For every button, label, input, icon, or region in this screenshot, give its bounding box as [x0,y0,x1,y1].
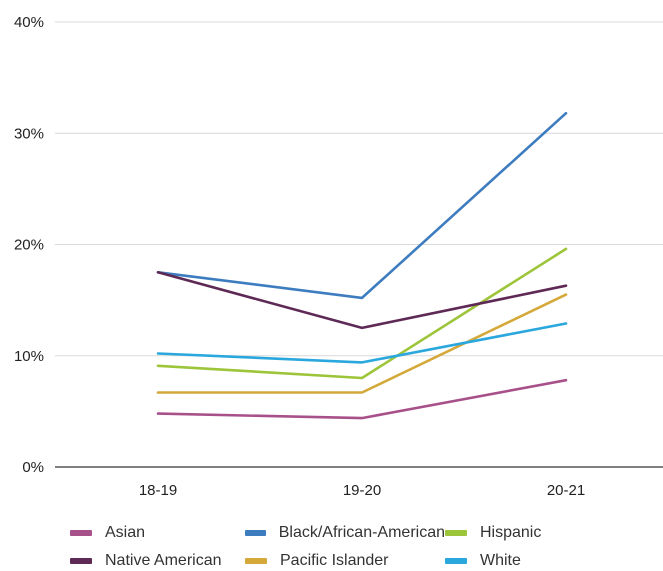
legend-item: Asian [70,523,245,543]
x-tick-label: 19-20 [343,482,381,499]
legend-item: Native American [70,551,245,571]
series-line-asian [156,378,568,420]
legend-label: Native American [105,552,222,569]
legend-item: White [445,551,645,571]
y-tick-label: 20% [14,237,44,254]
legend-label: Asian [105,524,146,541]
series-line-pacific-islander [156,293,568,394]
legend-swatch [445,558,467,564]
legend-swatch [245,530,266,536]
legend-item: Hispanic [445,523,645,543]
legend-label: Hispanic [480,524,542,541]
series-line-black-african-american [156,111,568,300]
axes: 0% 10% 20% 30% 40% 18-19 19-20 20-21 [14,14,663,499]
legend-item: Pacific Islander [245,551,445,571]
y-tick-label: 10% [14,348,44,365]
gridlines [55,21,663,357]
y-tick-label: 40% [14,14,44,31]
legend-label: Pacific Islander [280,552,389,569]
series-line-hispanic [156,247,568,380]
x-tick-label: 18-19 [139,482,177,499]
legend-swatch [245,558,267,564]
legend-swatch [445,530,467,536]
series-lines [156,111,568,420]
line-chart: 0% 10% 20% 30% 40% 18-19 19-20 20-21 [14,14,663,499]
legend: Asian Black/African-American Hispanic Nativ… [70,523,660,571]
series-line-white [156,322,568,364]
legend-label: Black/African-American [278,524,445,541]
legend-swatch [70,558,92,564]
y-tick-label: 0% [22,459,44,476]
x-tick-label: 20-21 [547,482,585,499]
legend-item: Black/African-American [245,523,445,543]
legend-swatch [70,530,92,536]
y-tick-label: 30% [14,125,44,142]
series-line-native-american [156,270,568,330]
legend-label: White [480,552,521,569]
